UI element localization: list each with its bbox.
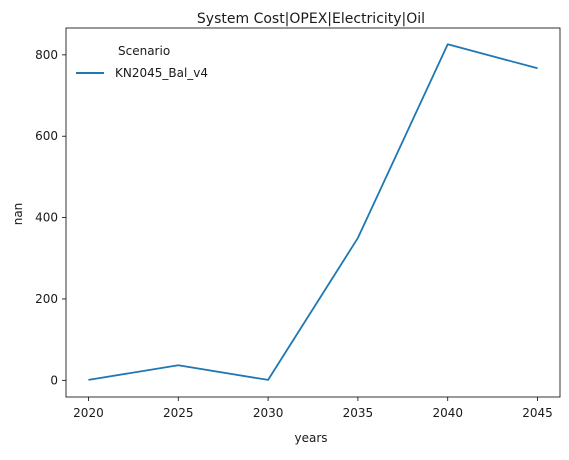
y-axis-label: nan xyxy=(11,203,25,226)
series-layer xyxy=(88,44,537,380)
y-tick-label: 800 xyxy=(35,48,58,62)
plot-frame xyxy=(66,28,560,397)
y-tick-label: 200 xyxy=(35,292,58,306)
chart-title: System Cost|OPEX|Electricity|Oil xyxy=(197,11,425,27)
x-tick-label: 2025 xyxy=(163,406,194,420)
x-tick-label: 2035 xyxy=(343,406,374,420)
legend: Scenario KN2045_Bal_v4 xyxy=(76,44,208,80)
x-axis: 2020 2025 2030 2035 2040 2045 xyxy=(73,397,553,420)
x-tick-label: 2020 xyxy=(73,406,104,420)
x-tick-label: 2040 xyxy=(432,406,463,420)
legend-label-kn2045-bal-v4: KN2045_Bal_v4 xyxy=(115,66,208,80)
x-tick-label: 2030 xyxy=(253,406,284,420)
x-tick-label: 2045 xyxy=(522,406,553,420)
y-tick-label: 600 xyxy=(35,129,58,143)
y-axis: 0 200 400 600 800 xyxy=(35,48,66,387)
legend-title: Scenario xyxy=(118,44,170,58)
series-line-0 xyxy=(88,44,537,380)
y-tick-label: 400 xyxy=(35,211,58,225)
x-axis-label: years xyxy=(294,431,327,445)
y-tick-label: 0 xyxy=(50,373,58,387)
